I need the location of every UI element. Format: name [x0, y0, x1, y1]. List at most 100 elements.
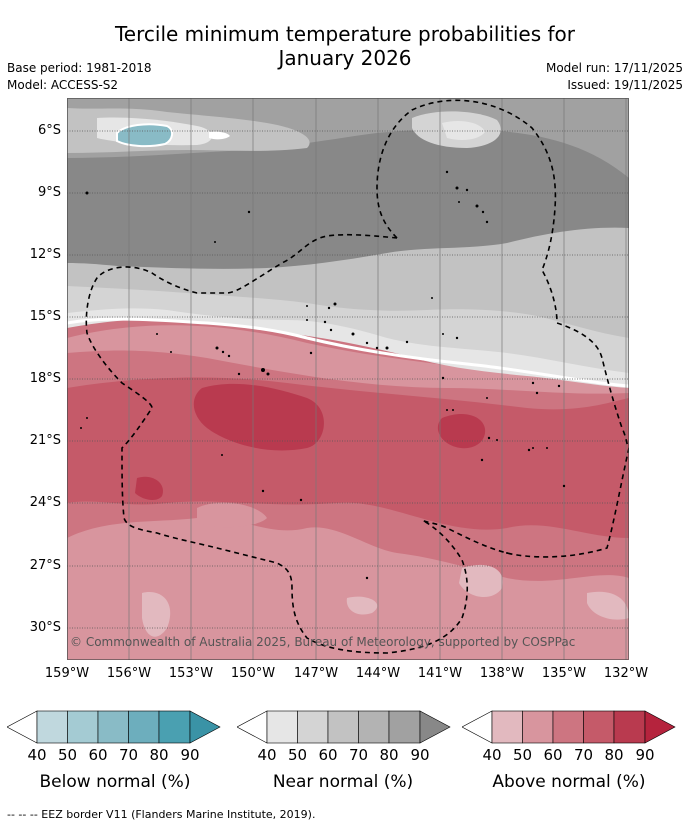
colorbar-below-ticks: 40 50 60 70 80 90: [7, 744, 227, 764]
lon-label-153w: 153°W: [168, 666, 214, 681]
above-normal-50-patch-3: [346, 596, 378, 615]
near-normal-white-patch: [209, 131, 230, 140]
colorbar-below-swatch-80: [158, 710, 191, 744]
model-run: Model run: 17/11/2025: [545, 61, 683, 75]
lat-label-15s: 15°S: [29, 309, 61, 324]
lon-label-150w: 150°W: [230, 666, 276, 681]
above-normal-50-patch-1: [142, 592, 171, 637]
lon-label-144w: 144°W: [355, 666, 401, 681]
lon-label-141w: 141°W: [417, 666, 463, 681]
colorbar-below-swatch-40: [36, 710, 68, 744]
tercile-boundary: [67, 317, 629, 388]
base-period: Base period: 1981-2018: [7, 61, 152, 75]
colorbar-near-swatch-lt40: [237, 710, 268, 744]
eez-legend: -- -- -- EEZ border V11 (Flanders Marine…: [7, 808, 316, 821]
lon-label-135w: 135°W: [541, 666, 587, 681]
colorbar-above-title: Above normal (%): [492, 772, 646, 792]
tick-label: 90: [410, 746, 430, 764]
eez-borders: [85, 99, 629, 654]
lon-label-156w: 156°W: [106, 666, 152, 681]
colorbar-above-swatch-70: [583, 710, 615, 744]
title-line-2: January 2026: [278, 46, 412, 70]
tick-label: 70: [118, 746, 139, 764]
colorbar-below-title: Below normal (%): [39, 772, 191, 792]
lon-label-138w: 138°W: [479, 666, 525, 681]
colorbar-near-swatch-gt90: [419, 710, 451, 744]
lon-label-132w: 132°W: [603, 666, 649, 681]
above-normal-50-patch-2: [459, 564, 503, 598]
model-name: Model: ACCESS-S2: [7, 78, 119, 92]
colorbar-near-swatch-70: [358, 710, 390, 744]
colorbar-below-swatch-lt40: [7, 710, 38, 744]
tick-label: 80: [604, 746, 624, 764]
below-normal-70-patch: [116, 123, 173, 148]
meta-right: Model run: 17/11/2025 Issued: 19/11/2025: [546, 60, 683, 94]
colorbar-above-normal: 40 50 60 70 80 90: [462, 710, 682, 764]
colorbar-below-swatch-70: [128, 710, 160, 744]
tick-label: 60: [543, 746, 563, 764]
lat-label-18s: 18°S: [29, 371, 61, 386]
lat-label-27s: 27°S: [29, 558, 61, 573]
tick-label: 90: [635, 746, 655, 764]
colorbar-near-swatch-50: [297, 710, 329, 744]
colorbar-above-normal-swatches: [462, 710, 676, 744]
tick-label: 40: [482, 746, 502, 764]
above-normal-90-patch-3: [135, 476, 163, 500]
tick-label: 90: [180, 746, 200, 764]
lon-label-159w: 159°W: [44, 666, 90, 681]
above-normal-boundary-band: [67, 325, 629, 394]
above-normal-90-patch-1: [193, 383, 324, 451]
tick-label: 50: [57, 746, 78, 764]
tick-label: 50: [512, 746, 533, 764]
colorbar-above-swatch-lt40: [462, 710, 493, 744]
near-normal-top-right-light: [442, 121, 485, 140]
colorbar-near-normal-swatches: [237, 710, 451, 744]
tick-label: 60: [318, 746, 338, 764]
lat-label-21s: 21°S: [29, 433, 61, 448]
tick-label: 70: [573, 746, 594, 764]
colorbar-near-ticks: 40 50 60 70 80 90: [237, 744, 457, 764]
lon-label-147w: 147°W: [293, 666, 339, 681]
colorbar-near-title: Near normal (%): [272, 772, 414, 792]
colorbar-above-swatch-gt90: [644, 710, 676, 744]
lat-label-24s: 24°S: [29, 495, 61, 510]
colorbar-above-ticks: 40 50 60 70 80 90: [462, 744, 682, 764]
lat-label-30s: 30°S: [29, 620, 61, 635]
above-normal-50-patch-4: [587, 591, 629, 620]
colorbar-above-swatch-60: [552, 710, 584, 744]
colorbar-near-swatch-80: [388, 710, 421, 744]
title-line-1: Tercile minimum temperature probabilitie…: [114, 22, 576, 46]
above-normal-90-patch-2: [437, 413, 486, 449]
above-normal-60-patch: [197, 502, 267, 528]
colorbar-above-swatch-80: [613, 710, 646, 744]
tick-label: 70: [348, 746, 369, 764]
tick-label: 80: [379, 746, 399, 764]
colorbar-below-normal-swatches: [7, 710, 221, 744]
colorbar-below-swatch-60: [97, 710, 129, 744]
graticule: [67, 98, 629, 660]
colorbar-near-swatch-40: [266, 710, 298, 744]
lat-label-6s: 6°S: [37, 123, 61, 138]
tick-label: 80: [149, 746, 169, 764]
tick-label: 40: [257, 746, 277, 764]
copyright-text: © Commonwealth of Australia 2025, Bureau…: [70, 635, 575, 649]
colorbar-below-swatch-50: [67, 710, 99, 744]
colorbar-below-swatch-gt90: [189, 710, 221, 744]
meta-left: Base period: 1981-2018 Model: ACCESS-S2: [7, 60, 152, 94]
issued-date: Issued: 19/11/2025: [567, 78, 683, 92]
tick-label: 40: [27, 746, 47, 764]
colorbar-above-swatch-50: [522, 710, 554, 744]
colorbar-near-swatch-60: [327, 710, 359, 744]
tick-label: 60: [88, 746, 108, 764]
map-title: Tercile minimum temperature probabilitie…: [0, 22, 690, 70]
probability-map: © Commonwealth of Australia 2025, Bureau…: [67, 98, 629, 660]
above-normal-60-band: [67, 517, 629, 660]
lat-label-9s: 9°S: [37, 185, 61, 200]
lat-label-12s: 12°S: [29, 247, 61, 262]
colorbar-near-normal: 40 50 60 70 80 90: [237, 710, 457, 764]
near-normal-90-band: [67, 129, 629, 269]
tick-label: 50: [287, 746, 308, 764]
colorbar-below-normal: 40 50 60 70 80 90: [7, 710, 227, 764]
map-frame: [67, 98, 629, 660]
colorbar-above-swatch-40: [491, 710, 523, 744]
